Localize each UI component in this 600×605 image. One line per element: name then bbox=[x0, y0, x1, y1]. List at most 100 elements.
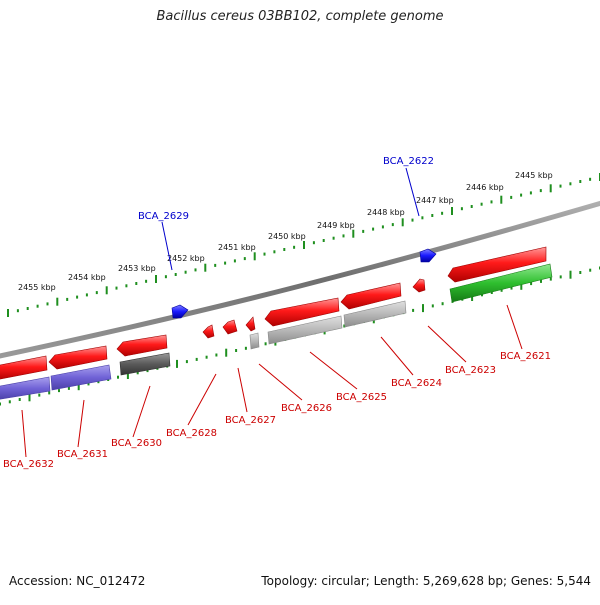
gene-bca-2623[interactable] bbox=[412, 278, 426, 293]
gene-bca-2631[interactable] bbox=[48, 345, 108, 370]
gene-label-bca-2628[interactable]: BCA_2628 bbox=[166, 428, 217, 439]
ruler-minor-tick bbox=[293, 245, 296, 249]
ruler-label: 2445 kbp bbox=[515, 171, 553, 180]
gene-label-bca-2623[interactable]: BCA_2623 bbox=[445, 365, 496, 376]
ruler-minor-tick bbox=[87, 382, 90, 386]
gene-bca-2626[interactable] bbox=[245, 316, 256, 332]
ruler-minor-tick bbox=[38, 393, 41, 397]
feature-bar-grey bbox=[249, 332, 260, 350]
ruler-minor-tick bbox=[233, 259, 236, 263]
ruler-minor-tick bbox=[500, 288, 503, 292]
ruler-major-tick bbox=[253, 252, 256, 261]
ruler-major-tick bbox=[7, 309, 9, 317]
ruler-minor-tick bbox=[441, 211, 444, 215]
ruler-label: 2454 kbp bbox=[68, 273, 106, 282]
ruler-minor-tick bbox=[117, 375, 119, 379]
gene-label-bca-2626[interactable]: BCA_2626 bbox=[281, 403, 332, 414]
ruler-minor-tick bbox=[510, 195, 513, 199]
ruler-minor-tick bbox=[539, 189, 542, 193]
ruler-minor-tick bbox=[263, 252, 266, 256]
ruler-minor-tick bbox=[244, 346, 247, 350]
gene-label-bca-2627[interactable]: BCA_2627 bbox=[225, 415, 276, 426]
gene-bca-2632[interactable] bbox=[0, 355, 48, 380]
gene-bca-2624[interactable] bbox=[340, 282, 402, 310]
ruler-minor-tick bbox=[460, 207, 463, 211]
ruler-minor-tick bbox=[589, 177, 592, 181]
ruler-minor-tick bbox=[97, 380, 100, 384]
gene-bca-2628[interactable] bbox=[202, 324, 215, 339]
ruler-minor-tick bbox=[549, 277, 552, 281]
ruler-minor-tick bbox=[530, 282, 533, 286]
ruler-minor-tick bbox=[372, 227, 375, 231]
gene-label-bca-2621[interactable]: BCA_2621 bbox=[500, 351, 551, 362]
ruler-minor-tick bbox=[412, 308, 415, 312]
ruler-minor-tick bbox=[95, 291, 98, 295]
ruler-minor-tick bbox=[145, 279, 148, 283]
ruler-minor-tick bbox=[441, 302, 444, 306]
ruler-minor-tick bbox=[194, 268, 197, 272]
gene-bca-2630[interactable] bbox=[116, 334, 168, 357]
gene-label-bca-2630[interactable]: BCA_2630 bbox=[111, 438, 162, 449]
ruler-major-tick bbox=[176, 359, 178, 368]
ruler-minor-tick bbox=[569, 182, 572, 186]
gene-label-bca-2629[interactable]: BCA_2629 bbox=[138, 211, 189, 222]
gene-label-bca-2632[interactable]: BCA_2632 bbox=[3, 459, 54, 470]
gene-bca-2629[interactable] bbox=[171, 304, 189, 319]
gene-label-bca-2622[interactable]: BCA_2622 bbox=[383, 156, 434, 167]
ruler-minor-tick bbox=[67, 386, 70, 390]
ruler-minor-tick bbox=[480, 202, 483, 206]
ruler-minor-tick bbox=[529, 191, 532, 195]
gene-bca-2621[interactable] bbox=[447, 246, 547, 283]
feature-bar-grey bbox=[267, 315, 343, 345]
ruler-major-tick bbox=[422, 304, 424, 313]
ruler-minor-tick bbox=[214, 263, 217, 267]
ruler-minor-tick bbox=[391, 223, 394, 227]
ruler-major-tick bbox=[569, 270, 572, 279]
leader-lines bbox=[21, 167, 523, 458]
ruler-major-tick bbox=[500, 195, 503, 204]
ruler-minor-tick bbox=[125, 284, 128, 288]
feature-bar-green bbox=[449, 263, 553, 303]
genome-summary-text: Topology: circular; Length: 5,269,628 bp… bbox=[261, 574, 591, 588]
accession-text: Accession: NC_012472 bbox=[9, 574, 146, 588]
ruler-major-tick bbox=[303, 241, 305, 249]
ruler-major-tick bbox=[105, 286, 108, 295]
ruler-major-tick bbox=[56, 297, 59, 306]
ruler-minor-tick bbox=[470, 205, 473, 208]
ruler-minor-tick bbox=[46, 302, 49, 306]
ruler-minor-tick bbox=[174, 273, 177, 276]
ruler-minor-tick bbox=[411, 218, 414, 222]
ruler-minor-tick bbox=[195, 357, 198, 361]
ruler-minor-tick bbox=[431, 304, 434, 308]
ruler-minor-tick bbox=[273, 250, 276, 254]
ruler-major-tick bbox=[451, 207, 453, 215]
ruler-major-tick bbox=[520, 281, 523, 290]
feature-bar-purple bbox=[50, 364, 112, 391]
gene-label-bca-2631[interactable]: BCA_2631 bbox=[57, 449, 108, 460]
ruler-minor-tick bbox=[224, 261, 227, 265]
ruler-minor-tick bbox=[579, 271, 582, 274]
feature-bar-purple bbox=[0, 376, 51, 400]
ruler-minor-tick bbox=[520, 193, 523, 197]
ruler-minor-tick bbox=[559, 184, 562, 188]
gene-bca-2622[interactable] bbox=[419, 248, 437, 263]
ruler-label: 2450 kbp bbox=[268, 232, 306, 241]
ruler-minor-tick bbox=[76, 295, 79, 299]
gene-bca-2625[interactable] bbox=[264, 297, 340, 327]
ruler-minor-tick bbox=[431, 214, 434, 217]
ruler-major-tick bbox=[352, 229, 355, 238]
gene-bca-2627[interactable] bbox=[222, 319, 238, 335]
ruler-minor-tick bbox=[36, 304, 39, 308]
ruler-minor-tick bbox=[146, 369, 149, 373]
ruler-label: 2452 kbp bbox=[167, 254, 205, 263]
ruler-minor-tick bbox=[18, 398, 21, 401]
ruler-major-tick bbox=[28, 393, 31, 402]
gene-label-bca-2624[interactable]: BCA_2624 bbox=[391, 378, 442, 389]
gene-label-bca-2625[interactable]: BCA_2625 bbox=[336, 392, 387, 403]
ruler-minor-tick bbox=[66, 297, 69, 301]
ruler-minor-tick bbox=[264, 342, 267, 346]
ruler-minor-tick bbox=[135, 282, 138, 285]
ruler-minor-tick bbox=[16, 309, 19, 313]
